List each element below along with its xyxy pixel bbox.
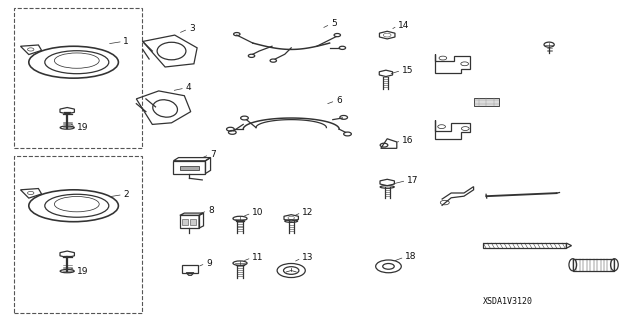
Bar <box>14 156 142 313</box>
Text: 10: 10 <box>252 208 263 217</box>
Bar <box>190 219 196 225</box>
Bar <box>474 98 499 106</box>
Bar <box>180 166 199 170</box>
Text: 9: 9 <box>206 259 212 268</box>
Text: 15: 15 <box>402 66 413 75</box>
Text: 3: 3 <box>189 24 195 33</box>
Text: 11: 11 <box>252 253 263 262</box>
Bar <box>14 8 142 148</box>
Text: 5: 5 <box>331 19 337 28</box>
Text: 19: 19 <box>77 123 88 132</box>
Text: XSDA1V3120: XSDA1V3120 <box>483 297 533 306</box>
Text: 16: 16 <box>402 136 413 145</box>
Text: 18: 18 <box>405 252 417 261</box>
Text: 13: 13 <box>302 253 314 262</box>
Text: 4: 4 <box>186 83 191 92</box>
Text: 8: 8 <box>208 206 214 215</box>
Text: 19: 19 <box>77 267 88 276</box>
Bar <box>182 219 188 225</box>
Text: 1: 1 <box>123 37 129 46</box>
Text: 17: 17 <box>407 176 419 185</box>
Text: 12: 12 <box>302 208 314 217</box>
Text: 6: 6 <box>336 96 342 105</box>
Text: 14: 14 <box>398 21 410 30</box>
Text: 2: 2 <box>123 190 129 199</box>
Text: 7: 7 <box>210 150 216 159</box>
